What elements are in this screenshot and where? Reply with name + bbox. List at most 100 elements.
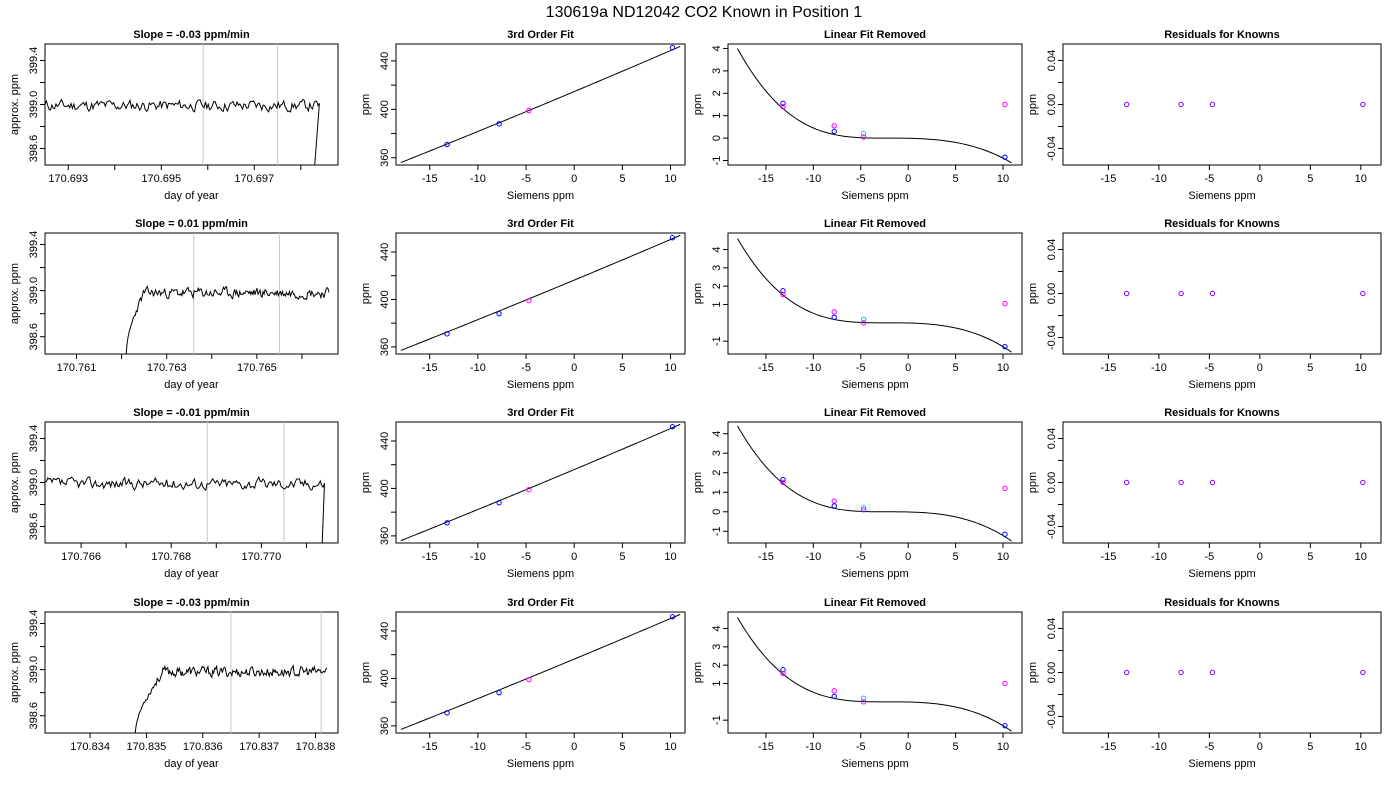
panel-title: Residuals for Knowns bbox=[1164, 29, 1280, 41]
x-tick-label: 0 bbox=[905, 362, 911, 374]
chart-panel: 3rd Order Fit -15 -10 -5 0 5 10 360 400 440 Siemen… bbox=[360, 597, 686, 770]
data-point bbox=[444, 141, 450, 148]
y-tick-label: 399.0 bbox=[28, 91, 40, 119]
y-tick-label: -1 bbox=[711, 336, 723, 346]
plot-frame bbox=[395, 421, 686, 544]
x-tick-label: 10 bbox=[1355, 173, 1367, 185]
x-tick-label: -10 bbox=[1151, 741, 1167, 753]
x-tick-label: 170.835 bbox=[127, 741, 167, 753]
x-tick-label: 170.697 bbox=[234, 173, 274, 185]
data-point bbox=[669, 614, 676, 620]
y-tick-label: 0.00 bbox=[1046, 283, 1058, 304]
y-axis-label: approx. ppm bbox=[9, 74, 21, 135]
y-tick-label: 440 bbox=[379, 622, 391, 640]
panel-title: 3rd Order Fit bbox=[507, 407, 574, 419]
plot-frame bbox=[395, 611, 686, 734]
x-tick-label: 170.834 bbox=[70, 741, 110, 753]
x-tick-label: -10 bbox=[470, 362, 486, 374]
data-point bbox=[1123, 101, 1130, 108]
x-tick-label: -15 bbox=[1100, 551, 1116, 563]
series-line bbox=[45, 475, 325, 543]
x-tick-label: -10 bbox=[1151, 551, 1167, 563]
data-point bbox=[831, 693, 837, 700]
panel-title: Slope = -0.03 ppm/min bbox=[133, 29, 250, 41]
x-axis-label: day of year bbox=[164, 190, 219, 202]
y-axis-label: ppm bbox=[692, 662, 704, 683]
data-point bbox=[496, 689, 502, 696]
panel-title: Linear Fit Removed bbox=[824, 407, 926, 419]
data-point bbox=[860, 316, 867, 322]
y-tick-label: 4 bbox=[711, 625, 723, 631]
plot-frame bbox=[727, 611, 1023, 734]
x-tick-label: 170.693 bbox=[48, 173, 88, 185]
chart-panel: Slope = -0.03 ppm/min 170.693 170.695 170.6… bbox=[9, 29, 339, 202]
y-axis-label: approx. ppm bbox=[9, 452, 21, 513]
data-point bbox=[1178, 101, 1184, 108]
x-tick-label: -10 bbox=[805, 551, 821, 563]
x-tick-label: 170.765 bbox=[237, 362, 277, 374]
plot-frame bbox=[727, 43, 1023, 166]
data-point bbox=[1209, 290, 1216, 297]
chart-panel: Residuals for Knowns -15 -10 -5 0 5 10 -0.04 0.0… bbox=[1027, 218, 1382, 391]
data-point bbox=[1002, 531, 1008, 537]
y-tick-label: 0.04 bbox=[1046, 428, 1058, 449]
fit-curve bbox=[737, 48, 1012, 164]
data-point bbox=[831, 123, 837, 129]
y-tick-label: 3 bbox=[711, 644, 723, 650]
series-line bbox=[125, 285, 330, 354]
panel-title: Slope = -0.01 ppm/min bbox=[133, 407, 250, 419]
x-tick-label: -5 bbox=[1204, 741, 1214, 753]
x-tick-label: 10 bbox=[1355, 551, 1367, 563]
chart-panel: 3rd Order Fit -15 -10 -5 0 5 10 360 400 440 Siemen… bbox=[360, 218, 686, 391]
plot-frame bbox=[1062, 421, 1382, 544]
chart-panel: Slope = 0.01 ppm/min 170.761 170.763 170.76… bbox=[9, 218, 339, 391]
x-tick-label: -15 bbox=[758, 551, 774, 563]
data-point bbox=[1002, 485, 1008, 492]
y-axis-label: ppm bbox=[1027, 283, 1039, 304]
x-tick-label: -5 bbox=[1204, 551, 1214, 563]
plot-frame bbox=[1062, 232, 1382, 355]
y-tick-label: 3 bbox=[711, 265, 723, 271]
x-tick-label: -5 bbox=[521, 741, 531, 753]
y-tick-label: 440 bbox=[379, 52, 391, 70]
y-tick-label: -0.04 bbox=[1046, 325, 1058, 350]
y-tick-label: 440 bbox=[379, 243, 391, 261]
x-tick-label: 0 bbox=[1257, 362, 1263, 374]
data-point bbox=[669, 235, 676, 241]
data-point bbox=[1360, 290, 1366, 297]
data-point bbox=[831, 503, 837, 509]
x-axis-label: day of year bbox=[164, 758, 219, 770]
plot-frame bbox=[44, 611, 339, 734]
y-tick-label: -1 bbox=[711, 526, 723, 536]
plot-area bbox=[400, 613, 681, 730]
x-tick-label: -15 bbox=[422, 173, 438, 185]
series-line bbox=[134, 664, 328, 733]
x-axis-label: Siemens ppm bbox=[1188, 190, 1255, 202]
x-tick-label: 10 bbox=[997, 551, 1009, 563]
x-tick-label: -15 bbox=[758, 741, 774, 753]
data-point bbox=[1178, 669, 1184, 676]
x-tick-label: 5 bbox=[953, 362, 959, 374]
y-tick-label: 0.00 bbox=[1046, 472, 1058, 493]
y-tick-label: 399.0 bbox=[28, 469, 40, 497]
x-tick-label: 10 bbox=[664, 362, 676, 374]
x-tick-label: -5 bbox=[521, 362, 531, 374]
x-tick-label: -5 bbox=[856, 741, 866, 753]
plot-area bbox=[1123, 290, 1366, 297]
y-tick-label: 399.4 bbox=[28, 47, 40, 75]
data-point bbox=[1360, 479, 1366, 486]
x-tick-label: 10 bbox=[997, 741, 1009, 753]
x-tick-label: -5 bbox=[521, 551, 531, 563]
y-tick-label: 399.0 bbox=[28, 656, 40, 684]
y-tick-label: -1 bbox=[711, 715, 723, 725]
x-tick-label: -5 bbox=[521, 173, 531, 185]
plot-area bbox=[45, 422, 325, 543]
plot-area bbox=[1123, 101, 1366, 108]
plot-frame bbox=[727, 232, 1023, 355]
y-tick-label: 398.6 bbox=[28, 513, 40, 541]
data-point bbox=[1178, 479, 1184, 486]
data-point bbox=[1002, 680, 1008, 687]
data-point bbox=[526, 297, 532, 304]
chart-panel: 3rd Order Fit -15 -10 -5 0 5 10 360 400 440 Siemen… bbox=[360, 29, 686, 202]
